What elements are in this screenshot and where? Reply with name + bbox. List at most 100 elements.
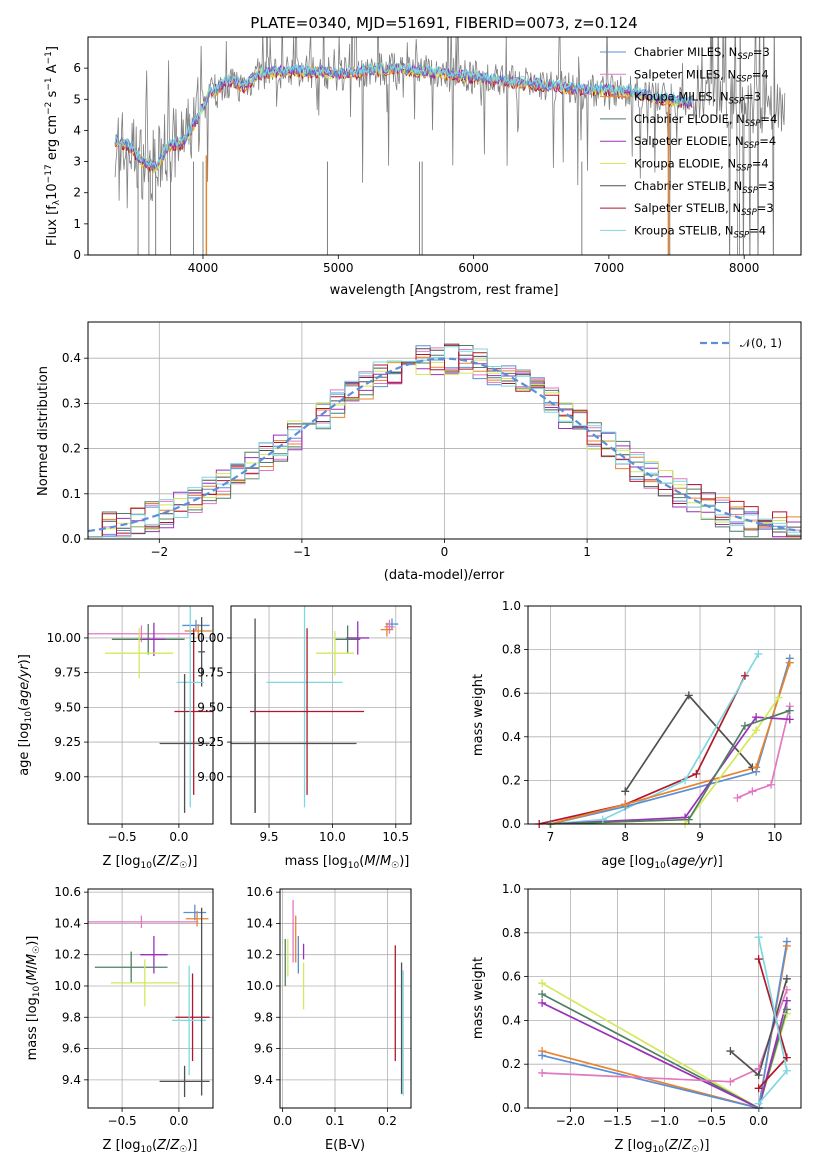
x-tick-label: 0.0 bbox=[169, 1114, 188, 1128]
marker-point bbox=[752, 763, 761, 772]
x-tick-label: 0.2 bbox=[378, 1114, 397, 1128]
age-vs-metallicity-panel: −0.5 0.0 9.00 9.25 9.50 9.75 10.00 bbox=[47, 605, 214, 844]
y-tick-label: 0.6 bbox=[502, 686, 521, 700]
y-tick-label: 6 bbox=[73, 61, 81, 75]
mass-vs-ebv-panel: 0.0 0.1 0.2 9.4 9.6 9.8 10.0 10.2 10.4 10.6 bbox=[246, 885, 412, 1128]
x-tick-label: 0.1 bbox=[325, 1114, 344, 1128]
y-tick-label: 9.4 bbox=[62, 1073, 81, 1087]
y-tick-label: 0.0 bbox=[502, 1101, 521, 1115]
y-tick-label: 0.8 bbox=[502, 643, 521, 657]
y-tick-label: 0.6 bbox=[502, 970, 521, 984]
x-tick-label: 7000 bbox=[594, 261, 625, 275]
age-mass-xlabel: mass [log10(M/M☉)] bbox=[285, 854, 410, 871]
marker-point bbox=[598, 815, 607, 824]
y-tick-label: 9.75 bbox=[54, 666, 81, 680]
x-tick-label: 1 bbox=[583, 545, 591, 559]
marker-point bbox=[538, 979, 547, 988]
x-tick-label: −1.0 bbox=[650, 1114, 679, 1128]
y-tick-label: 9.8 bbox=[62, 1010, 81, 1024]
series-kroupa-stelib bbox=[550, 653, 760, 824]
y-tick-label: 9.50 bbox=[197, 700, 224, 714]
plot-area bbox=[231, 606, 399, 813]
marker-point bbox=[684, 691, 693, 700]
weight-age-ylabel: mass weight bbox=[471, 674, 486, 756]
mass-vs-metallicity-panel: −0.5 0.0 9.4 9.6 9.8 10.0 10.2 10.4 10.6 bbox=[54, 885, 214, 1128]
legend-label: Kroupa STELIB, NSSP=4 bbox=[634, 223, 766, 240]
series-kroupa-elodie bbox=[550, 697, 780, 824]
marker-point bbox=[754, 1071, 763, 1080]
weight-z-ylabel: mass weight bbox=[471, 957, 486, 1039]
y-tick-label: 10.6 bbox=[246, 885, 273, 899]
legend-label: Chabrier ELODIE, NSSP=4 bbox=[634, 112, 777, 129]
marker-point bbox=[538, 1051, 547, 1060]
y-tick-label: 4 bbox=[73, 123, 81, 137]
plot-area bbox=[114, 37, 786, 255]
x-tick-label: 10 bbox=[767, 830, 782, 844]
marker-point bbox=[733, 793, 742, 802]
y-tick-label: 0.2 bbox=[62, 442, 81, 456]
x-tick-label: 7 bbox=[547, 830, 555, 844]
y-tick-label: 10.00 bbox=[47, 631, 81, 645]
marker-point bbox=[785, 706, 794, 715]
x-tick-label: −1.5 bbox=[603, 1114, 632, 1128]
axes-frame bbox=[87, 36, 802, 256]
mass-weight-vs-age-panel: 7 8 9 10 0.0 0.2 0.4 0.6 0.8 1.0 bbox=[502, 599, 802, 844]
marker-point bbox=[621, 787, 630, 796]
legend-label: Chabrier MILES, NSSP=3 bbox=[634, 45, 770, 62]
x-tick-label: −2.0 bbox=[556, 1114, 585, 1128]
y-tick-label: 0.1 bbox=[62, 487, 81, 501]
axes-frame bbox=[87, 605, 214, 825]
x-tick-label: 10.5 bbox=[382, 830, 409, 844]
normal-curve bbox=[88, 357, 801, 533]
y-tick-label: 9.4 bbox=[254, 1073, 273, 1087]
y-tick-label: 0.2 bbox=[502, 1057, 521, 1071]
ebv-xlabel: E(B-V) bbox=[325, 1138, 365, 1153]
y-tick-label: 9.8 bbox=[254, 1010, 273, 1024]
grid bbox=[231, 606, 411, 824]
marker-point bbox=[681, 776, 690, 785]
y-tick-label: 0.4 bbox=[502, 1013, 521, 1027]
residuals-xlabel: (data-model)/error bbox=[384, 568, 505, 583]
marker-point bbox=[782, 937, 791, 946]
x-tick-label: 0.0 bbox=[749, 1114, 768, 1128]
model-spectrum-kroupa-stelib bbox=[114, 61, 693, 170]
x-tick-label: 6000 bbox=[458, 261, 489, 275]
y-tick-label: 0.4 bbox=[502, 730, 521, 744]
plot-area bbox=[541, 937, 788, 1108]
y-tick-label: 10.2 bbox=[246, 948, 273, 962]
axes-frame bbox=[230, 605, 412, 825]
marker-point bbox=[726, 1077, 735, 1086]
legend-label: Salpeter MILES, NSSP=4 bbox=[634, 67, 769, 84]
x-tick-label: −0.5 bbox=[108, 1114, 137, 1128]
y-tick-label: 1.0 bbox=[502, 599, 521, 613]
marker-point bbox=[754, 649, 763, 658]
marker-point bbox=[767, 780, 776, 789]
residuals-panel: −2 −1 0 1 2 0.0 0.1 0.2 0.3 0.4 𝒩(0, 1) bbox=[62, 321, 802, 559]
axes-frame bbox=[279, 888, 412, 1109]
y-tick-label: 10.4 bbox=[246, 916, 273, 930]
y-tick-label: 1 bbox=[73, 217, 81, 231]
x-tick-label: −0.5 bbox=[697, 1114, 726, 1128]
y-tick-label: 0 bbox=[73, 248, 81, 262]
marker-point bbox=[754, 1084, 763, 1093]
y-tick-label: 10.0 bbox=[246, 979, 273, 993]
age-z-ylabel: age [log10(age/yr)] bbox=[17, 654, 34, 776]
y-tick-label: 10.2 bbox=[54, 948, 81, 962]
axes-frame bbox=[527, 888, 802, 1109]
weight-age-xlabel: age [log10(age/yr)] bbox=[601, 854, 723, 871]
spectrum-ylabel: Flux [fλ10−17 erg cm−2 s−1 A−1] bbox=[44, 46, 62, 246]
x-tick-label: −0.5 bbox=[108, 830, 137, 844]
spectrum-panel: 4000 5000 6000 7000 8000 0 1 2 3 4 5 6 Chabrier MILE… bbox=[73, 36, 802, 275]
weight-z-xlabel: Z [log10(Z/Z☉)] bbox=[615, 1138, 710, 1155]
marker-point bbox=[754, 933, 763, 942]
marker-point bbox=[754, 955, 763, 964]
marker-point bbox=[692, 769, 701, 778]
x-tick-label: 10.0 bbox=[319, 830, 346, 844]
series-chabrier-miles bbox=[541, 941, 788, 1108]
y-tick-label: 10.4 bbox=[54, 916, 81, 930]
series-salpeter-miles bbox=[737, 706, 791, 799]
y-tick-label: 9.25 bbox=[197, 735, 224, 749]
y-tick-label: 9.6 bbox=[62, 1042, 81, 1056]
marker-point bbox=[782, 1053, 791, 1062]
